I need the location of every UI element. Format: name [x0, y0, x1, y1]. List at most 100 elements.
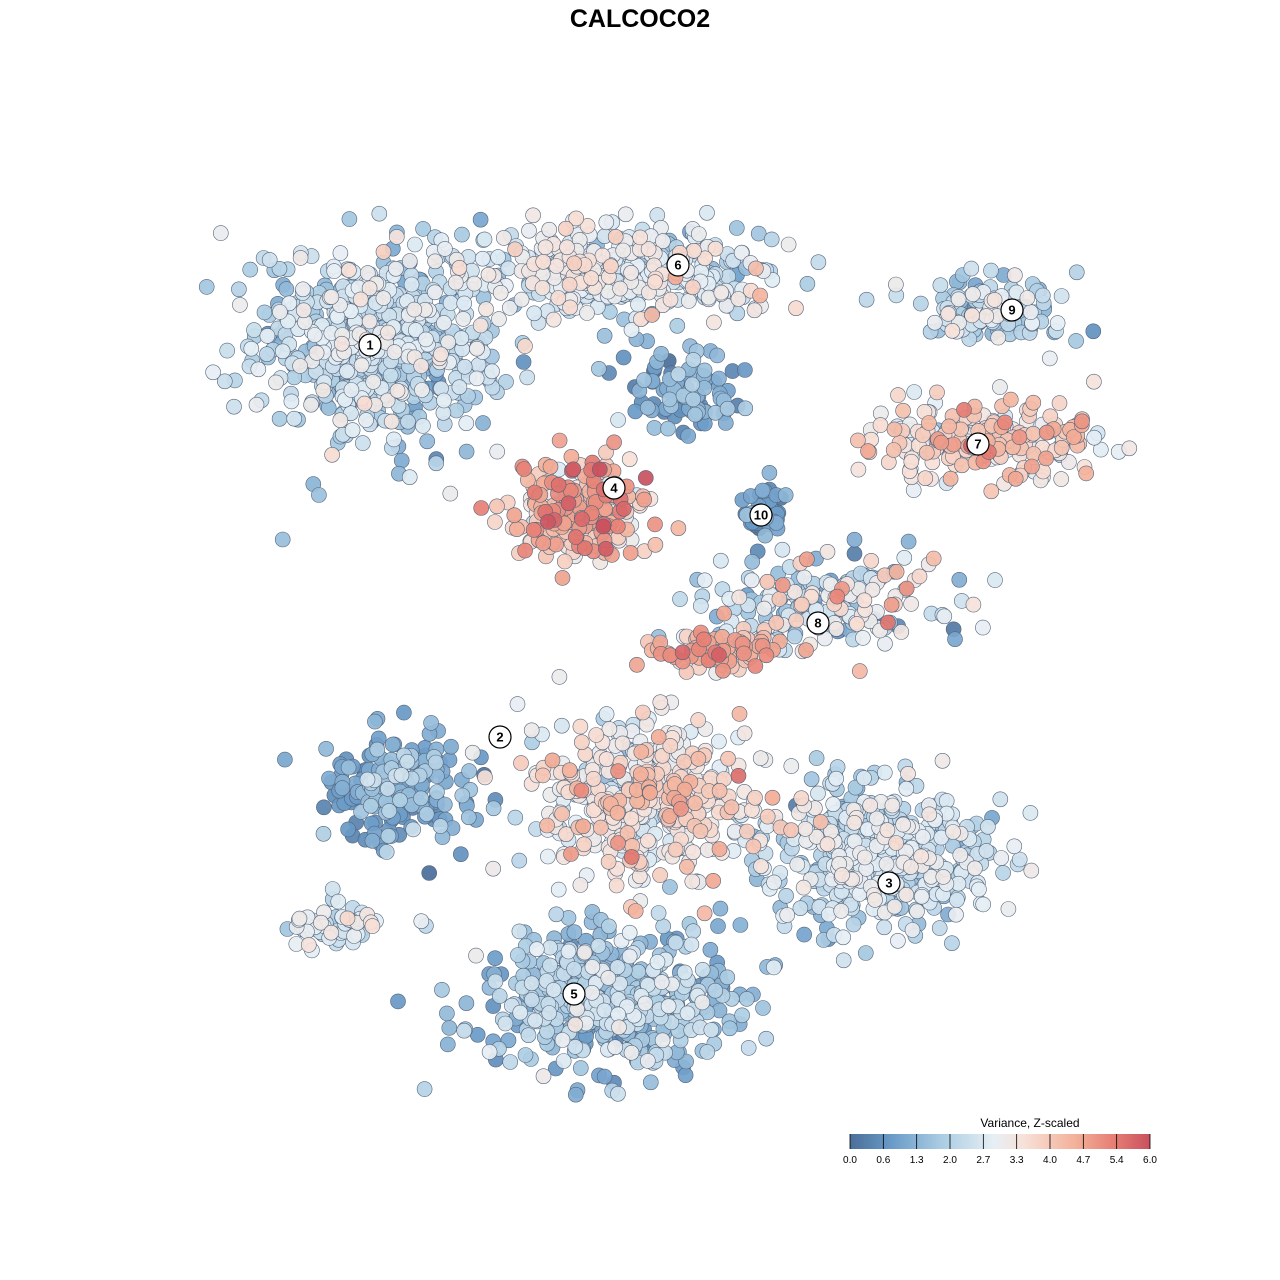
data-point [652, 867, 668, 883]
data-point [895, 816, 911, 833]
data-point [703, 1022, 720, 1038]
data-point [615, 500, 632, 517]
data-point [667, 841, 684, 858]
data-point [713, 284, 730, 301]
data-point [401, 253, 418, 269]
data-point [696, 362, 713, 379]
data-point [595, 518, 612, 535]
data-point [513, 755, 529, 771]
data-point [540, 514, 556, 530]
data-point [473, 500, 490, 516]
data-point [761, 464, 778, 481]
data-point [271, 260, 288, 277]
data-point [851, 663, 868, 679]
data-point [1035, 287, 1051, 304]
data-point [615, 349, 632, 366]
data-point [630, 296, 646, 313]
data-point [808, 750, 825, 766]
data-point [783, 758, 800, 774]
data-point [400, 413, 416, 430]
data-point [647, 274, 663, 290]
data-point [764, 789, 781, 806]
data-point [856, 770, 872, 786]
data-point [198, 279, 215, 295]
data-point [1069, 264, 1085, 281]
data-point [562, 299, 578, 316]
data-point [835, 929, 852, 946]
data-point [551, 669, 568, 685]
data-point [427, 754, 444, 771]
data-point [903, 596, 919, 612]
data-point [679, 858, 695, 875]
data-point [259, 328, 276, 344]
data-point [963, 260, 980, 277]
data-point [728, 220, 745, 236]
data-point [584, 984, 600, 1001]
data-point [560, 943, 577, 960]
data-point [334, 780, 351, 796]
data-point [563, 846, 579, 862]
data-point [507, 241, 523, 258]
data-point [523, 975, 540, 992]
data-point [660, 420, 676, 437]
data-point [931, 920, 948, 936]
data-point [418, 331, 434, 348]
data-point [439, 1036, 456, 1053]
data-point [777, 487, 794, 503]
data-point [517, 542, 533, 559]
data-point [421, 865, 438, 881]
data-point [737, 400, 754, 417]
data-point [687, 795, 703, 812]
data-point [888, 563, 905, 580]
data-point [242, 261, 258, 278]
data-point [610, 1086, 626, 1102]
legend-tick-label: 3.3 [1010, 1155, 1024, 1166]
data-point [711, 647, 727, 663]
data-point [308, 345, 325, 361]
cluster-label-text: 6 [674, 258, 681, 273]
data-point [300, 937, 317, 953]
data-point [739, 823, 755, 840]
data-point [933, 434, 950, 451]
data-point [443, 738, 459, 755]
data-point [339, 910, 356, 927]
data-point [633, 744, 650, 760]
data-point [810, 785, 826, 802]
data-point [502, 1054, 519, 1070]
data-point [316, 799, 332, 816]
data-point [436, 315, 452, 331]
data-point [454, 226, 470, 243]
data-point [451, 259, 468, 276]
data-point [434, 981, 450, 998]
data-point [759, 573, 776, 590]
data-point [825, 796, 842, 813]
data-point [850, 461, 867, 478]
data-point [951, 571, 968, 588]
data-point [323, 289, 340, 305]
data-point [1049, 315, 1066, 331]
data-point [472, 317, 489, 334]
data-point [880, 614, 896, 631]
data-point [883, 596, 900, 613]
data-point [232, 297, 248, 313]
data-point [286, 410, 303, 427]
cluster-label-4: 4 [602, 476, 626, 500]
data-point [491, 988, 508, 1004]
data-point [707, 982, 724, 999]
data-point [390, 993, 406, 1010]
data-point [846, 545, 863, 562]
data-point [662, 291, 679, 308]
data-point [592, 819, 609, 836]
data-point [561, 276, 578, 293]
data-point [380, 828, 397, 844]
data-point [526, 484, 543, 501]
data-point [295, 281, 311, 298]
data-point [623, 322, 640, 338]
data-point [609, 805, 626, 821]
data-point [788, 300, 804, 317]
data-point [828, 770, 845, 787]
data-point [509, 696, 526, 712]
data-point [929, 384, 945, 401]
data-point [358, 412, 374, 428]
cluster-label-text: 3 [885, 876, 892, 891]
